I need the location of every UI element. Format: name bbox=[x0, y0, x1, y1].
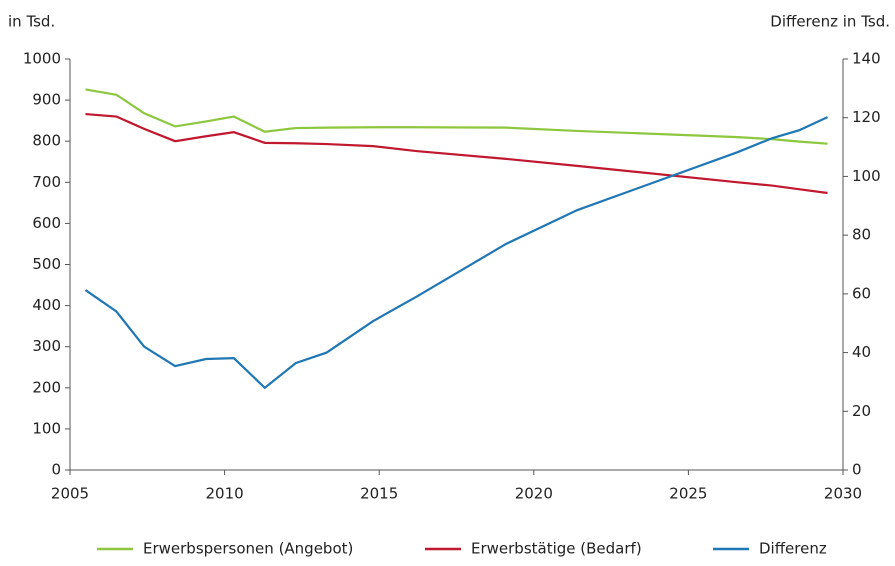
y-tick-label: 800 bbox=[32, 132, 61, 150]
y2-tick-label: 0 bbox=[852, 461, 862, 479]
y-tick-label: 500 bbox=[32, 255, 61, 273]
legend-label: Erwerbstätige (Bedarf) bbox=[471, 540, 642, 558]
y-tick-label: 400 bbox=[32, 296, 61, 314]
y-tick-label: 0 bbox=[51, 461, 61, 479]
legend-label: Differenz bbox=[759, 540, 827, 558]
x-tick-label: 2005 bbox=[51, 485, 89, 503]
y2-tick-label: 60 bbox=[852, 284, 871, 302]
y2-tick-label: 120 bbox=[852, 108, 881, 126]
y-tick-label: 700 bbox=[32, 173, 61, 191]
y-tick-label: 300 bbox=[32, 337, 61, 355]
y-axis-label: in Tsd. bbox=[8, 13, 55, 31]
y2-tick-label: 20 bbox=[852, 402, 871, 420]
x-tick-label: 2020 bbox=[515, 485, 553, 503]
y-tick-label: 900 bbox=[32, 91, 61, 109]
y-tick-label: 1000 bbox=[23, 50, 61, 68]
y2-tick-label: 140 bbox=[852, 50, 881, 68]
y2-tick-label: 100 bbox=[852, 167, 881, 185]
y-tick-label: 600 bbox=[32, 214, 61, 232]
y2-axis-label: Differenz in Tsd. bbox=[770, 13, 890, 31]
x-tick-label: 2015 bbox=[360, 485, 398, 503]
x-tick-label: 2025 bbox=[669, 485, 707, 503]
y2-tick-label: 80 bbox=[852, 226, 871, 244]
y-tick-label: 100 bbox=[32, 419, 61, 437]
legend-label: Erwerbspersonen (Angebot) bbox=[143, 540, 353, 558]
x-tick-label: 2010 bbox=[206, 485, 244, 503]
y2-tick-label: 40 bbox=[852, 343, 871, 361]
line-series bbox=[85, 88, 828, 145]
line-series bbox=[85, 112, 828, 195]
x-tick-label: 2030 bbox=[824, 485, 862, 503]
y-tick-label: 200 bbox=[32, 378, 61, 396]
line-series bbox=[84, 116, 829, 390]
